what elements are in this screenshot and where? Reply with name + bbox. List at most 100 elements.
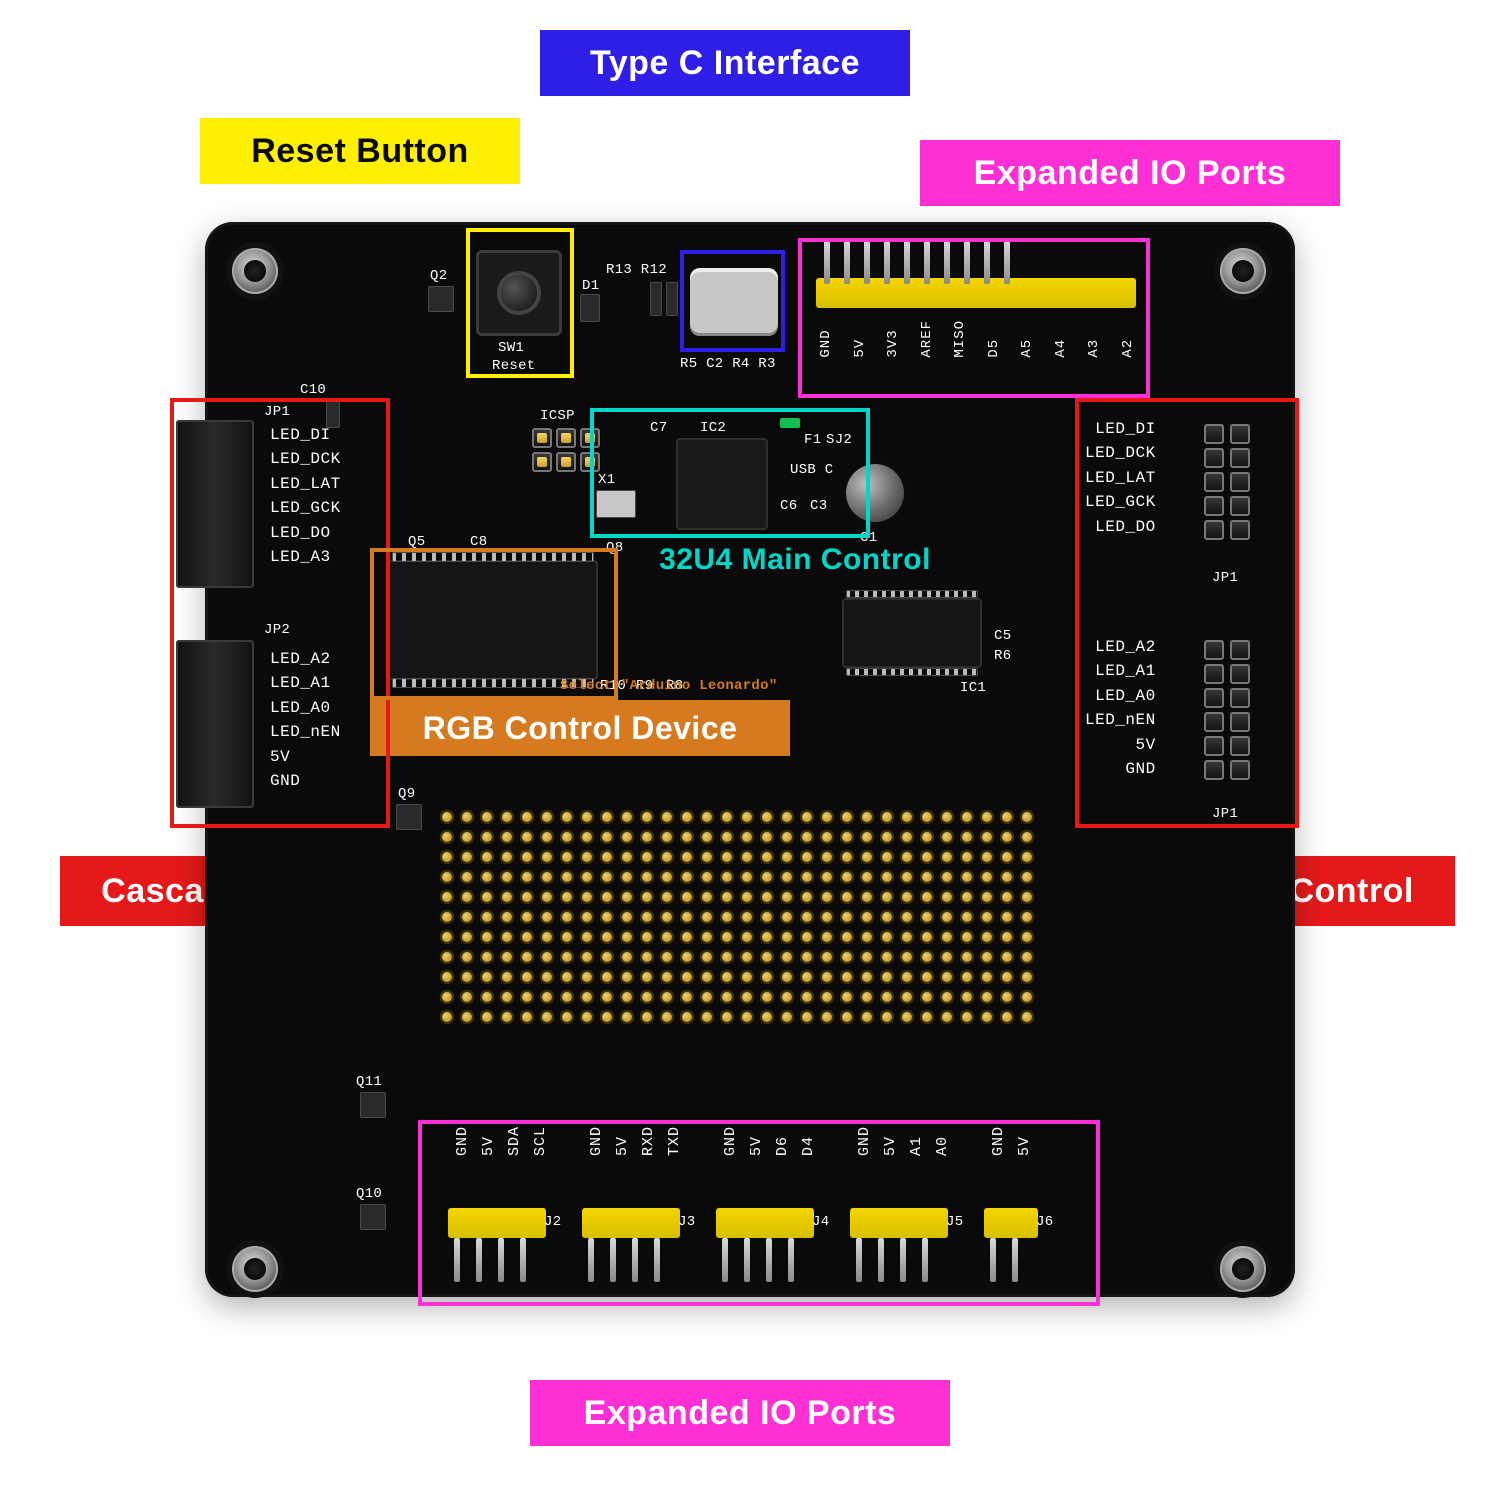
proto-dot: [600, 890, 614, 904]
proto-dot: [560, 850, 574, 864]
silk-j3: J3: [678, 1214, 695, 1230]
pin-label: A5: [1019, 320, 1035, 358]
pin-label: LED_A2: [270, 648, 341, 670]
silk-jp1r2: JP1: [1212, 806, 1238, 822]
pin: [610, 1238, 616, 1282]
proto-dot: [880, 950, 894, 964]
reset-button[interactable]: [476, 250, 562, 336]
proto-dot: [1000, 850, 1014, 864]
proto-dot: [800, 1010, 814, 1024]
proto-dot: [1000, 810, 1014, 824]
pins-right-bot: LED_A2LED_A1LED_A0LED_nEN5VGND: [1085, 636, 1156, 780]
proto-dot: [580, 970, 594, 984]
proto-dot: [660, 930, 674, 944]
proto-dot: [900, 970, 914, 984]
proto-dot: [960, 990, 974, 1004]
proto-dot: [820, 850, 834, 864]
pin-label: A2: [1120, 320, 1136, 358]
right-header-bot: [1204, 640, 1224, 780]
silk-r5c: R5 C2 R4 R3: [680, 356, 776, 372]
proto-dot: [640, 850, 654, 864]
proto-dot: [540, 990, 554, 1004]
proto-dot: [800, 970, 814, 984]
proto-dot: [900, 830, 914, 844]
pin-label: LED_A2: [1085, 636, 1156, 658]
left-conn-top: [176, 420, 254, 588]
smd-q11: [360, 1092, 386, 1118]
pin-row: [722, 1238, 794, 1282]
proto-dot: [760, 990, 774, 1004]
proto-dot: [500, 970, 514, 984]
pin-label-group: GND5VD6D4: [722, 1126, 817, 1156]
proto-dot: [980, 970, 994, 984]
proto-dot: [560, 930, 574, 944]
proto-dot: [440, 990, 454, 1004]
proto-dot: [480, 990, 494, 1004]
pin: [654, 1238, 660, 1282]
proto-dot: [800, 810, 814, 824]
proto-dot: [600, 910, 614, 924]
proto-dot: [920, 870, 934, 884]
proto-dot: [700, 850, 714, 864]
pin-label-group: GND5VRXDTXD: [588, 1126, 683, 1156]
proto-dot: [820, 1010, 834, 1024]
proto-dot: [580, 850, 594, 864]
proto-dot: [540, 830, 554, 844]
proto-dot: [440, 890, 454, 904]
proto-dot: [700, 890, 714, 904]
proto-dot: [760, 890, 774, 904]
proto-dot: [680, 950, 694, 964]
proto-dot: [720, 910, 734, 924]
proto-dot: [680, 910, 694, 924]
proto-dot: [960, 910, 974, 924]
proto-dot: [680, 990, 694, 1004]
proto-dot: [560, 810, 574, 824]
proto-dot: [440, 810, 454, 824]
proto-dot: [500, 850, 514, 864]
proto-dot: [900, 990, 914, 1004]
proto-dot: [740, 930, 754, 944]
proto-dot: [780, 950, 794, 964]
proto-dot: [500, 890, 514, 904]
proto-dot: [800, 890, 814, 904]
proto-dot: [1000, 830, 1014, 844]
proto-dot: [780, 990, 794, 1004]
pin-label: GND: [588, 1126, 605, 1156]
proto-dot: [460, 970, 474, 984]
proto-dot: [760, 910, 774, 924]
smd-c10: [326, 398, 340, 428]
silk-usb: USB C: [790, 462, 834, 478]
pin-label: A3: [1086, 320, 1102, 358]
proto-dot: [840, 930, 854, 944]
proto-dot: [880, 810, 894, 824]
proto-dot: [840, 890, 854, 904]
proto-dot: [640, 810, 654, 824]
proto-dot: [920, 930, 934, 944]
pin-label: LED_DO: [270, 522, 341, 544]
proto-dot: [800, 850, 814, 864]
proto-dot: [860, 930, 874, 944]
proto-dot: [700, 950, 714, 964]
proto-dot: [680, 1010, 694, 1024]
proto-dot: [700, 810, 714, 824]
proto-dot: [620, 830, 634, 844]
pin-label: D4: [800, 1126, 817, 1156]
callout-rgb: RGB Control Device: [370, 700, 790, 756]
proto-dot: [680, 850, 694, 864]
proto-dot: [960, 850, 974, 864]
proto-dot: [960, 890, 974, 904]
proto-dot: [920, 810, 934, 824]
proto-dot: [740, 890, 754, 904]
cap-c1: [846, 464, 904, 522]
proto-dot: [620, 810, 634, 824]
proto-dot: [980, 910, 994, 924]
proto-dot: [460, 870, 474, 884]
proto-dot: [840, 850, 854, 864]
crystal-x1: [596, 490, 636, 518]
proto-dot: [600, 830, 614, 844]
proto-dot: [580, 830, 594, 844]
pin-label: LED_A3: [270, 546, 341, 568]
proto-dot: [720, 990, 734, 1004]
silk-ic2: IC2: [700, 420, 726, 436]
pin-label: SCL: [532, 1126, 549, 1156]
